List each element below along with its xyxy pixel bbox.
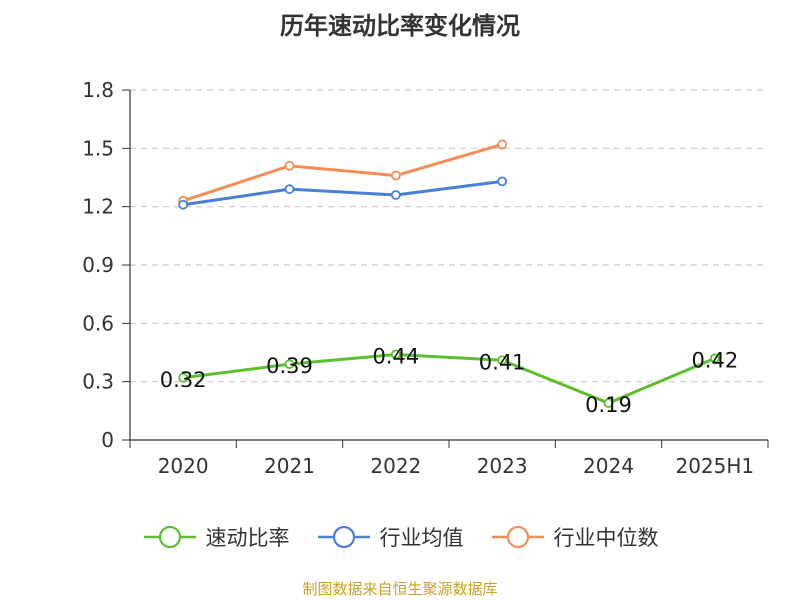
legend-label: 速动比率 <box>205 526 290 550</box>
series-line <box>182 352 716 405</box>
x-tick-label: 2025H1 <box>675 454 754 478</box>
x-tick-label: 2021 <box>264 454 315 478</box>
legend-item[interactable]: 速动比率 <box>142 522 290 552</box>
series-line <box>182 179 503 207</box>
x-tick-label: 2020 <box>158 454 209 478</box>
y-tick-label: 1.8 <box>82 78 114 102</box>
legend-swatch-icon <box>491 525 544 549</box>
data-label: 0.41 <box>479 350 526 374</box>
y-tick-label: 0.9 <box>82 253 114 277</box>
data-point <box>178 372 189 383</box>
data-point <box>284 184 295 195</box>
data-point <box>390 349 401 360</box>
y-tick-label: 1.2 <box>82 195 114 219</box>
data-label: 0.44 <box>372 344 419 368</box>
x-tick-label: 2023 <box>477 454 528 478</box>
y-tick-label: 0.6 <box>82 311 114 335</box>
data-point <box>709 353 720 364</box>
chart-title: 历年速动比率变化情况 <box>280 12 520 40</box>
legend-item[interactable]: 行业中位数 <box>490 522 659 552</box>
series-line <box>182 143 503 203</box>
data-point <box>390 170 401 181</box>
legend-item[interactable]: 行业均值 <box>316 522 464 552</box>
data-point <box>284 359 295 370</box>
legend: 速动比率 行业均值 行业中位数 <box>0 520 800 554</box>
source-note: 制图数据来自恒生聚源数据库 <box>302 580 498 598</box>
x-tick-label: 2024 <box>583 454 634 478</box>
data-label: 0.32 <box>160 368 207 392</box>
data-point <box>284 160 295 171</box>
y-tick-label: 1.5 <box>82 136 114 160</box>
data-point <box>603 398 614 408</box>
data-point <box>178 199 189 210</box>
data-point <box>497 355 508 366</box>
y-tick-label: 0.3 <box>82 370 114 394</box>
legend-swatch-marker <box>332 525 355 549</box>
data-label: 0.19 <box>585 393 632 417</box>
x-tick-label: 2022 <box>370 454 421 478</box>
data-label: 0.42 <box>691 348 738 372</box>
data-label: 0.39 <box>266 354 313 378</box>
legend-swatch-icon <box>143 525 196 549</box>
data-point <box>390 190 401 200</box>
y-tick-label: 0 <box>101 428 114 452</box>
legend-swatch-marker <box>158 525 181 549</box>
legend-swatch-marker <box>506 525 529 549</box>
legend-label: 行业中位数 <box>553 526 659 550</box>
legend-swatch-icon <box>317 525 370 549</box>
data-point <box>497 139 508 150</box>
legend-label: 行业均值 <box>379 526 464 550</box>
data-point <box>497 176 508 187</box>
